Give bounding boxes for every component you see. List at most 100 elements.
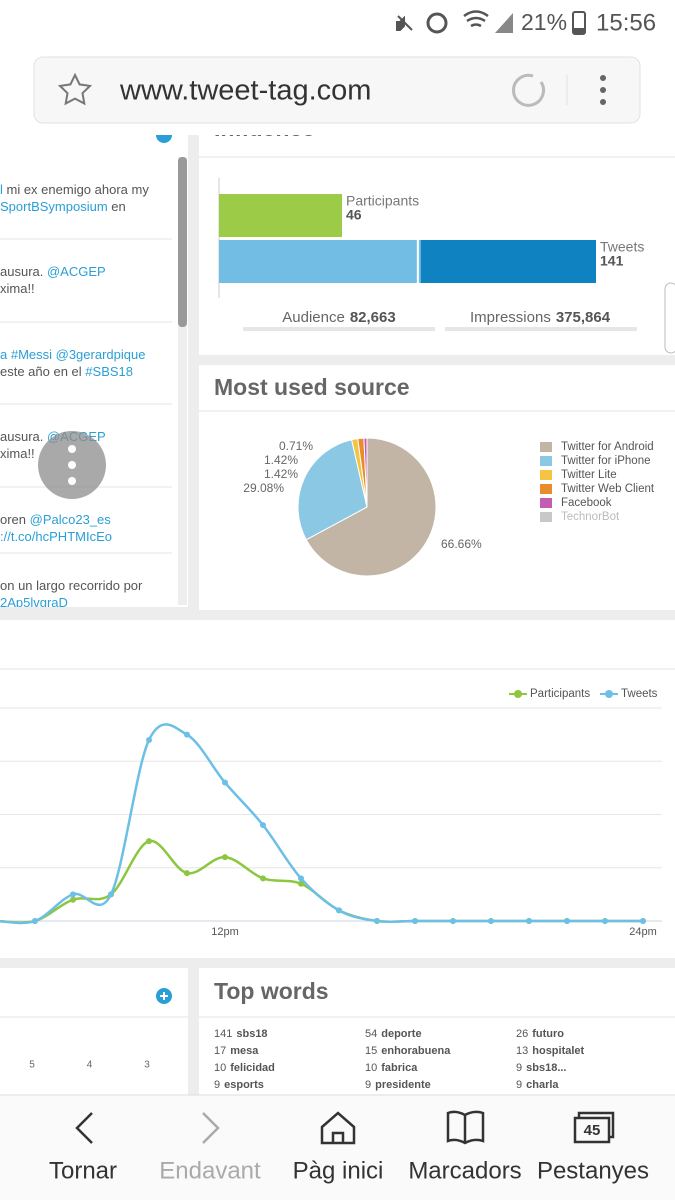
tweet-link[interactable]: l [0, 182, 3, 197]
word[interactable]: futuro [532, 1028, 564, 1040]
nav-label[interactable]: Marcadors [408, 1157, 521, 1184]
nav-label[interactable]: Endavant [159, 1157, 261, 1184]
tweet-link[interactable]: @Palco23_es [30, 512, 112, 527]
bar-value: 46 [346, 207, 362, 223]
bar-value: 141 [600, 253, 624, 269]
word[interactable]: sbs18... [526, 1062, 566, 1074]
pie-slice[interactable] [297, 439, 368, 541]
tweet-link[interactable]: 2Ap5lvgraD [0, 595, 68, 610]
legend-label[interactable]: Tweets [621, 688, 658, 700]
word-count: 9 [365, 1079, 371, 1091]
point[interactable] [488, 918, 494, 924]
side-handle[interactable] [664, 282, 675, 354]
x-tick-label: 24pm [629, 926, 657, 938]
word-count: 141 [214, 1028, 232, 1040]
point[interactable] [450, 918, 456, 924]
nav-label[interactable]: Tornar [49, 1157, 117, 1184]
word[interactable]: presidente [375, 1079, 431, 1091]
bar-segment [420, 240, 596, 283]
legend-swatch[interactable] [540, 442, 552, 452]
slice-label: 29.08% [243, 481, 284, 495]
back-icon[interactable] [75, 1112, 93, 1144]
floating-menu[interactable] [38, 431, 106, 499]
tweet-link[interactable]: ://t.co/hcPHTMIcEo [0, 529, 112, 544]
legend-label[interactable]: Twitter Lite [561, 469, 617, 481]
value: 375,864 [556, 309, 611, 326]
point[interactable] [146, 736, 152, 743]
word[interactable]: esports [224, 1079, 264, 1091]
word[interactable]: sbs18 [236, 1028, 267, 1040]
tabs-icon[interactable] [573, 1116, 611, 1144]
battery-percent: 21% [521, 9, 567, 35]
tweet-link[interactable]: SportBSymposium [0, 199, 108, 214]
bookmarks-icon[interactable] [446, 1110, 485, 1145]
bookmark-star[interactable] [57, 72, 93, 106]
word[interactable]: deporte [381, 1028, 421, 1040]
point[interactable] [564, 918, 570, 924]
tweet-text: oren [0, 512, 30, 527]
scroll-thumb[interactable] [178, 157, 187, 327]
home-icon[interactable] [320, 1111, 356, 1145]
point[interactable] [32, 918, 38, 924]
point[interactable] [336, 907, 342, 914]
legend-swatch[interactable] [540, 470, 552, 480]
pie-slice[interactable] [363, 437, 368, 508]
legend-label[interactable]: Twitter for Android [561, 441, 654, 453]
point[interactable] [412, 918, 418, 924]
legend-label[interactable]: TechnorBot [561, 511, 620, 523]
tweet-link[interactable]: a #Messi @3gerardpique [0, 347, 145, 362]
point[interactable] [374, 918, 380, 924]
label: Audience [282, 309, 345, 326]
point[interactable] [146, 838, 152, 845]
point[interactable] [222, 779, 228, 786]
point[interactable] [260, 822, 266, 829]
point[interactable] [70, 896, 76, 903]
nav-label[interactable]: Pestanyes [537, 1157, 649, 1184]
word[interactable]: enhorabuena [381, 1045, 451, 1057]
forward-icon[interactable] [202, 1112, 220, 1144]
top-words-panel: Top words 141 sbs18 17 mesa 10 felicidad 9 espo… [199, 968, 675, 1095]
point[interactable] [298, 875, 304, 882]
menu-button[interactable] [600, 75, 606, 105]
point[interactable] [184, 870, 190, 877]
battery-icon [572, 11, 586, 35]
legend-label[interactable]: Twitter Web Client [561, 483, 655, 495]
tweet-line: on un largo recorrido por [0, 578, 143, 593]
nav-label[interactable]: Pàg inici [293, 1157, 384, 1184]
point[interactable] [184, 731, 190, 738]
url-bar[interactable] [33, 56, 641, 124]
point[interactable] [70, 891, 76, 898]
word[interactable]: felicidad [230, 1062, 275, 1074]
point[interactable] [526, 918, 532, 924]
legend-swatch[interactable] [540, 484, 552, 494]
point[interactable] [298, 880, 304, 887]
panel [0, 968, 188, 1095]
url[interactable]: www.tweet-tag.com [119, 75, 371, 107]
word[interactable]: hospitalet [532, 1045, 584, 1057]
legend-swatch[interactable] [540, 512, 552, 522]
legend-label[interactable]: Twitter for iPhone [561, 455, 650, 467]
point[interactable] [108, 891, 114, 898]
word[interactable]: mesa [230, 1045, 259, 1057]
point[interactable] [602, 918, 608, 924]
point[interactable] [222, 854, 228, 861]
bar-gap [416, 240, 419, 283]
tweet-link[interactable]: @ACGEP [47, 264, 106, 279]
word[interactable]: charla [526, 1079, 559, 1091]
tweet-link[interactable]: #SBS18 [85, 364, 133, 379]
word-count: 17 [214, 1045, 226, 1057]
point[interactable] [260, 875, 266, 882]
point[interactable] [640, 918, 646, 924]
underline [243, 327, 435, 331]
legend-swatch[interactable] [540, 456, 552, 466]
pie-slice[interactable] [305, 437, 437, 577]
word[interactable]: fabrica [381, 1062, 418, 1074]
tabs-icon-back [577, 1111, 615, 1139]
tweet-line: SportBSymposium en [0, 199, 126, 214]
legend-swatch[interactable] [540, 498, 552, 508]
tweet-text: on un largo recorrido por [0, 578, 143, 593]
word-entry: 141 sbs18 [214, 1028, 268, 1040]
legend-label[interactable]: Facebook [561, 497, 612, 509]
legend-label[interactable]: Participants [530, 688, 590, 700]
reload-icon[interactable] [512, 73, 546, 107]
